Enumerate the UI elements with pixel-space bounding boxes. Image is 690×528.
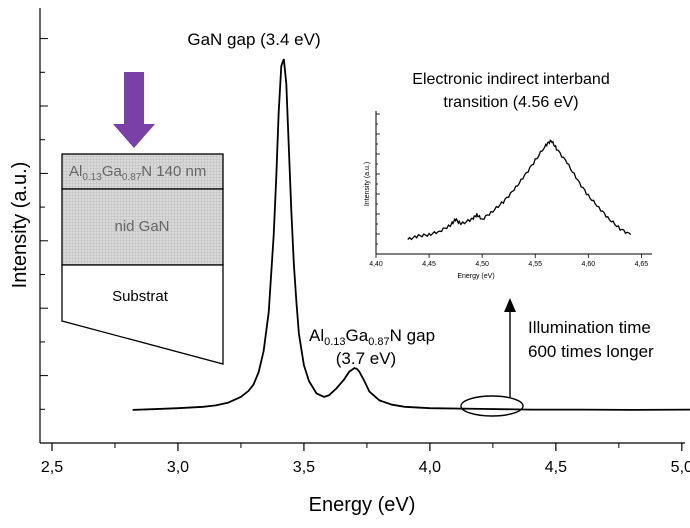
inset-x-tick-label: 4,60 bbox=[581, 261, 595, 268]
layer-substrate bbox=[61, 264, 224, 365]
main-axes: 2,5 3,0 3,5 4,0 4,5 5,0 bbox=[39, 8, 690, 476]
x-tick-label: 4,5 bbox=[545, 459, 567, 476]
sample-diagram: Al0.13Ga0.87N 140 nm nid GaN Substrat bbox=[61, 72, 224, 365]
x-axis-label: Energy (eV) bbox=[309, 494, 416, 516]
layer-gan bbox=[61, 188, 224, 266]
illumination-label-line2: 600 times longer bbox=[528, 342, 654, 361]
illumination-label-line1: Illumination time bbox=[528, 318, 651, 337]
algan-peak-label: Al0.13Ga0.87N gap bbox=[309, 326, 435, 348]
highlight-ellipse bbox=[460, 395, 524, 417]
series-line bbox=[132, 58, 690, 411]
inset-title-line2: transition (4.56 eV) bbox=[443, 94, 578, 111]
x-axis-ticks: 2,5 3,0 3,5 4,0 4,5 5,0 bbox=[41, 443, 690, 476]
inset-x-tick-label: 4,65 bbox=[635, 261, 649, 268]
x-tick-label: 3,0 bbox=[167, 459, 189, 476]
layer-algan bbox=[61, 153, 224, 190]
x-tick-label: 3,5 bbox=[293, 459, 315, 476]
x-tick-label: 2,5 bbox=[41, 459, 63, 476]
inset-title-line1: Electronic indirect interband bbox=[412, 71, 609, 88]
x-tick-label: 5,0 bbox=[671, 459, 690, 476]
inset-x-tick-label: 4,50 bbox=[475, 261, 489, 268]
gan-peak-label: GaN gap (3.4 eV) bbox=[187, 30, 320, 49]
algan-peak-energy: (3.7 eV) bbox=[336, 349, 396, 368]
inset-x-tick-label: 4,40 bbox=[369, 261, 383, 268]
layer-algan-label: Al0.13Ga0.87N 140 nm bbox=[69, 163, 206, 183]
inset-x-axis-label: Energy (eV) bbox=[457, 273, 494, 280]
inset-x-ticks: 4,40 4,45 4,50 4,55 4,60 4,65 bbox=[369, 254, 648, 268]
inset-x-tick-label: 4,55 bbox=[528, 261, 542, 268]
x-tick-label: 4,0 bbox=[419, 459, 441, 476]
inset-y-ticks bbox=[376, 113, 380, 255]
layer-substrate-label: Substrat bbox=[112, 288, 169, 305]
inset-chart: 4,40 4,45 4,50 4,55 4,60 4,65 Energy (eV) Int… bbox=[364, 111, 652, 280]
inset-y-axis-label: Intensity (a.u.) bbox=[364, 162, 371, 206]
layer-gan-label: nid GaN bbox=[114, 218, 169, 235]
zoom-arrow-head-icon bbox=[504, 298, 516, 312]
y-axis-ticks bbox=[40, 38, 48, 444]
inset-series-line bbox=[407, 139, 632, 241]
inset-x-tick-label: 4,45 bbox=[422, 261, 436, 268]
illumination-arrow-icon bbox=[113, 72, 155, 148]
y-axis-label: Intensity (a.u.) bbox=[9, 162, 31, 289]
